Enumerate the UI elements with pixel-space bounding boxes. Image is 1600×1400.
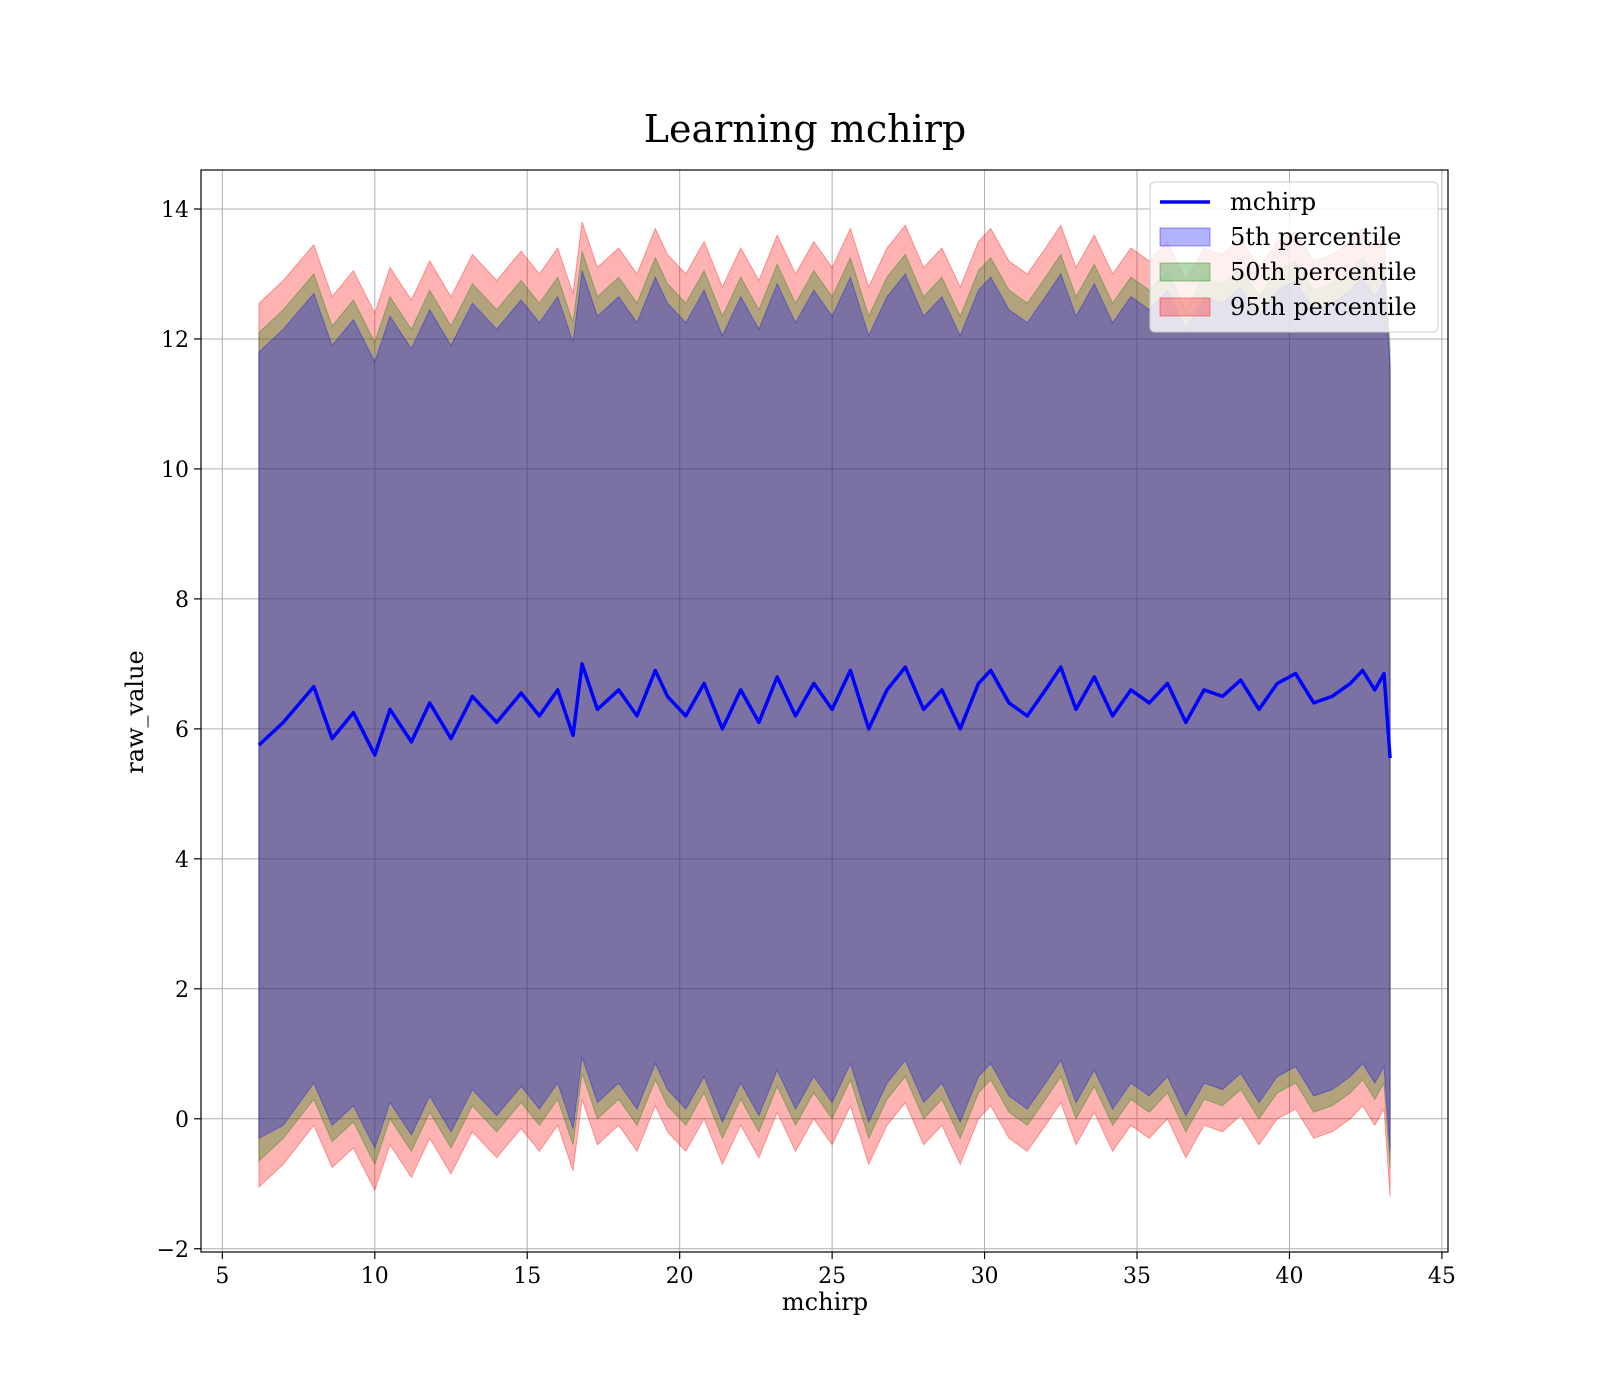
y-tick-label: 14 xyxy=(161,198,189,223)
x-axis-label: mchirp xyxy=(782,1288,868,1316)
legend-label: mchirp xyxy=(1230,188,1316,216)
plot-frame xyxy=(200,169,1449,1253)
y-tick-label: −2 xyxy=(157,1238,189,1263)
y-tick-label: 4 xyxy=(175,848,189,873)
legend-box xyxy=(1149,181,1439,333)
series-lines xyxy=(257,662,1392,759)
y-axis-ticks: −2 0 2 4 6 8 10 12 14 xyxy=(157,198,201,1263)
band-5th-percentile xyxy=(258,270,1391,1152)
series-line-mchirp xyxy=(257,662,1392,759)
plot-background xyxy=(201,170,1448,1252)
x-tick-label: 25 xyxy=(818,1264,846,1289)
chart-title: Learning mchirp xyxy=(644,107,966,151)
x-tick-label: 45 xyxy=(1428,1264,1456,1289)
y-tick-label: 2 xyxy=(175,978,189,1003)
percentile-bands xyxy=(258,221,1391,1197)
band-50th-percentile xyxy=(258,251,1391,1168)
x-tick-label: 10 xyxy=(361,1264,389,1289)
legend-swatch-band xyxy=(1159,297,1211,317)
y-tick-label: 10 xyxy=(161,458,189,483)
x-tick-label: 30 xyxy=(971,1264,999,1289)
x-tick-label: 15 xyxy=(513,1264,541,1289)
legend: mchirp 5th percentile 50th percentile 95th … xyxy=(1149,181,1439,333)
plot-area xyxy=(200,169,1449,1253)
y-tick-label: 6 xyxy=(175,718,189,743)
x-tick-label: 20 xyxy=(666,1264,694,1289)
legend-label: 50th percentile xyxy=(1230,258,1417,286)
legend-label: 95th percentile xyxy=(1230,293,1417,321)
legend-label: 5th percentile xyxy=(1230,223,1401,251)
legend-swatch-band xyxy=(1159,262,1211,282)
legend-swatch-band xyxy=(1159,227,1211,247)
y-tick-label: 12 xyxy=(161,328,189,353)
x-tick-label: 40 xyxy=(1275,1264,1303,1289)
x-tick-label: 35 xyxy=(1123,1264,1151,1289)
x-tick-label: 5 xyxy=(215,1264,229,1289)
grid xyxy=(201,170,1448,1252)
y-tick-label: 0 xyxy=(175,1108,189,1133)
y-axis-label: raw_value xyxy=(121,650,149,774)
x-axis-ticks: 5 10 15 20 25 30 35 40 45 xyxy=(215,1252,1456,1289)
y-tick-label: 8 xyxy=(175,588,189,613)
band-95th-percentile xyxy=(258,221,1391,1197)
